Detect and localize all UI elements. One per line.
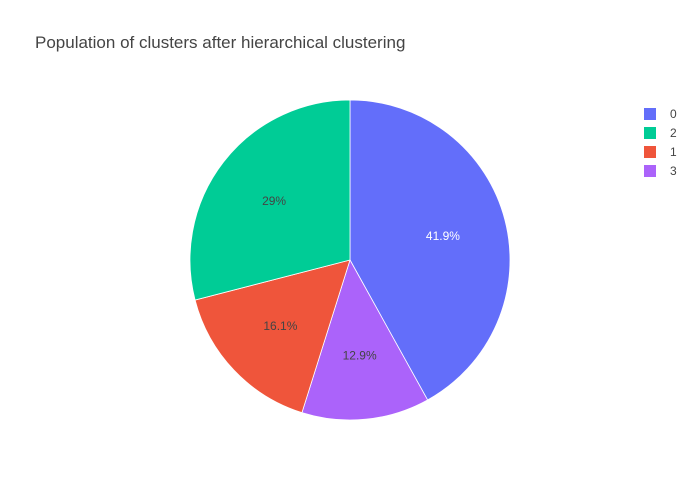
legend-label-1: 1 [670, 145, 677, 159]
slice-label-1: 16.1% [263, 319, 297, 333]
legend-item-1[interactable]: 1 [644, 145, 677, 159]
pie-slice-0[interactable] [349, 99, 511, 401]
legend-item-2[interactable]: 2 [644, 126, 677, 140]
legend-item-0[interactable]: 0 [644, 107, 677, 121]
legend-label-2: 2 [670, 126, 677, 140]
pie-slices [189, 99, 511, 421]
slice-label-2: 29% [262, 194, 286, 208]
legend-swatch-0 [644, 108, 656, 120]
legend-label-0: 0 [670, 107, 677, 121]
legend-swatch-3 [644, 165, 656, 177]
chart-title: Population of clusters after hierarchica… [35, 33, 406, 52]
legend-swatch-1 [644, 146, 656, 158]
pie-slice-3[interactable] [301, 258, 429, 421]
pie-slice-2[interactable] [189, 99, 351, 301]
legend-label-3: 3 [670, 164, 677, 178]
legend[interactable]: 0 2 1 3 [644, 107, 677, 178]
slice-label-3: 12.9% [343, 349, 377, 363]
legend-swatch-2 [644, 127, 656, 139]
slice-label-0: 41.9% [426, 229, 460, 243]
pie-slice-1[interactable] [194, 259, 351, 414]
legend-item-3[interactable]: 3 [644, 164, 677, 178]
pie-labels: 41.9% 12.9% 16.1% 29% [262, 194, 460, 362]
